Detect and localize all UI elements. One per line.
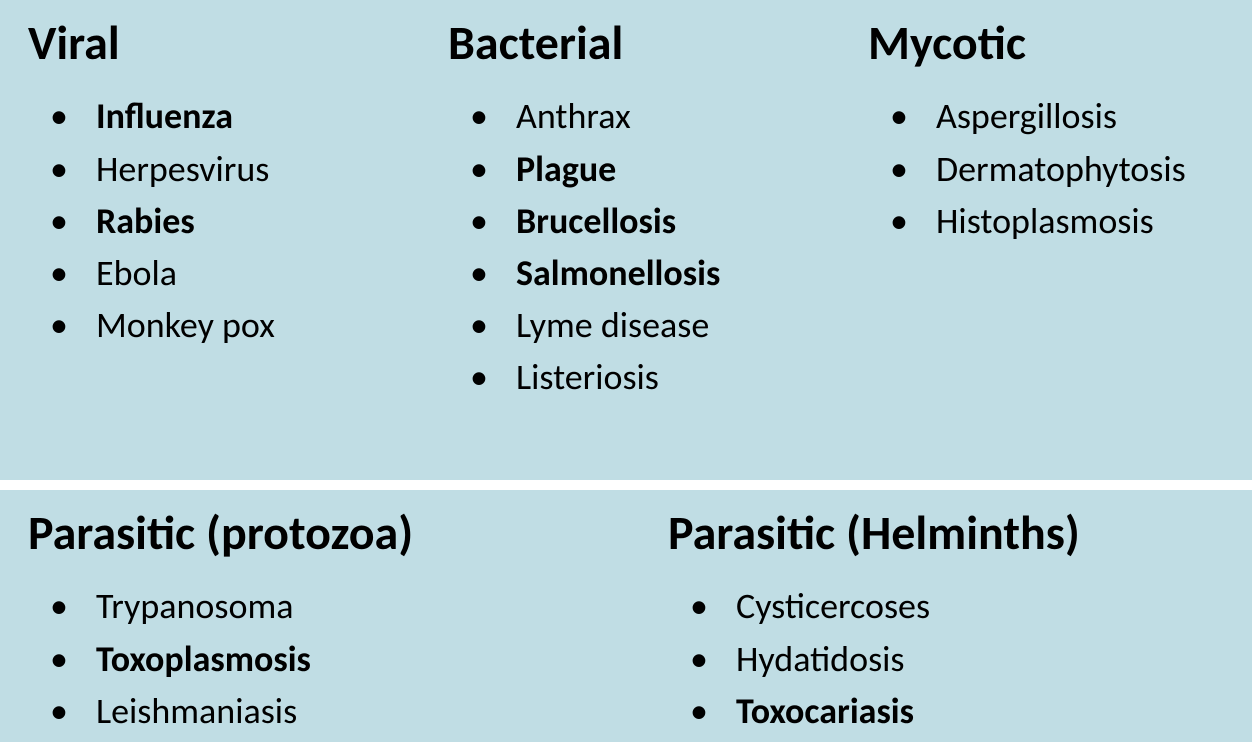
top-panel: Viral Influenza Herpesvirus Rabies Ebola…	[0, 0, 1252, 480]
item-label: Ebola	[96, 251, 177, 295]
list-item: Lyme disease	[470, 299, 868, 351]
list-item: Anthrax	[470, 90, 868, 142]
list-item: Toxoplasmosis	[50, 633, 668, 685]
list-item: Rabies	[50, 195, 448, 247]
list-item: Salmonellosis	[470, 247, 868, 299]
list-item: Influenza	[50, 90, 448, 142]
item-label: Cysticercoses	[736, 584, 930, 628]
list-item: Monkey pox	[50, 299, 448, 351]
item-label: Aspergillosis	[936, 94, 1117, 138]
item-label: Toxocariasis	[736, 689, 914, 733]
item-label: Influenza	[96, 94, 233, 138]
heading-mycotic: Mycotic	[868, 18, 1224, 68]
column-helminths: Parasitic (Helminths) Cysticercoses Hyda…	[668, 508, 1224, 718]
heading-viral: Viral	[28, 18, 448, 68]
item-label: Toxoplasmosis	[96, 637, 311, 681]
list-item: Leishmaniasis	[50, 685, 668, 737]
list-viral: Influenza Herpesvirus Rabies Ebola Monke…	[28, 90, 448, 351]
heading-protozoa: Parasitic (protozoa)	[28, 508, 668, 558]
column-viral: Viral Influenza Herpesvirus Rabies Ebola…	[28, 18, 448, 456]
column-protozoa: Parasitic (protozoa) Trypanosoma Toxopla…	[28, 508, 668, 718]
list-item: Plague	[470, 143, 868, 195]
item-label: Rabies	[96, 199, 195, 243]
list-item: Listeriosis	[470, 351, 868, 403]
column-mycotic: Mycotic Aspergillosis Dermatophytosis Hi…	[868, 18, 1224, 456]
list-item: Ebola	[50, 247, 448, 299]
bottom-panel: Parasitic (protozoa) Trypanosoma Toxopla…	[0, 490, 1252, 742]
item-label: Histoplasmosis	[936, 199, 1154, 243]
item-label: Salmonellosis	[516, 251, 720, 295]
list-item: Brucellosis	[470, 195, 868, 247]
list-item: Toxocariasis	[690, 685, 1224, 737]
item-label: Leishmaniasis	[96, 689, 297, 733]
list-mycotic: Aspergillosis Dermatophytosis Histoplasm…	[868, 90, 1224, 247]
list-bacterial: Anthrax Plague Brucellosis Salmonellosis…	[448, 90, 868, 403]
list-item: Trypanosoma	[50, 580, 668, 632]
list-item: Hydatidosis	[690, 633, 1224, 685]
item-label: Monkey pox	[96, 303, 275, 347]
item-label: Dermatophytosis	[936, 147, 1186, 191]
item-label: Listeriosis	[516, 355, 659, 399]
item-label: Brucellosis	[516, 199, 676, 243]
item-label: Anthrax	[516, 94, 631, 138]
item-label: Trypanosoma	[96, 584, 293, 628]
list-item: Cysticercoses	[690, 580, 1224, 632]
item-label: Hydatidosis	[736, 637, 905, 681]
item-label: Plague	[516, 147, 616, 191]
list-item: Herpesvirus	[50, 143, 448, 195]
item-label: Herpesvirus	[96, 147, 269, 191]
item-label: Lyme disease	[516, 303, 709, 347]
heading-helminths: Parasitic (Helminths)	[668, 508, 1224, 558]
list-item: Histoplasmosis	[890, 195, 1224, 247]
list-item: Dermatophytosis	[890, 143, 1224, 195]
column-bacterial: Bacterial Anthrax Plague Brucellosis Sal…	[448, 18, 868, 456]
heading-bacterial: Bacterial	[448, 18, 868, 68]
list-protozoa: Trypanosoma Toxoplasmosis Leishmaniasis	[28, 580, 668, 737]
list-item: Aspergillosis	[890, 90, 1224, 142]
list-helminths: Cysticercoses Hydatidosis Toxocariasis	[668, 580, 1224, 737]
